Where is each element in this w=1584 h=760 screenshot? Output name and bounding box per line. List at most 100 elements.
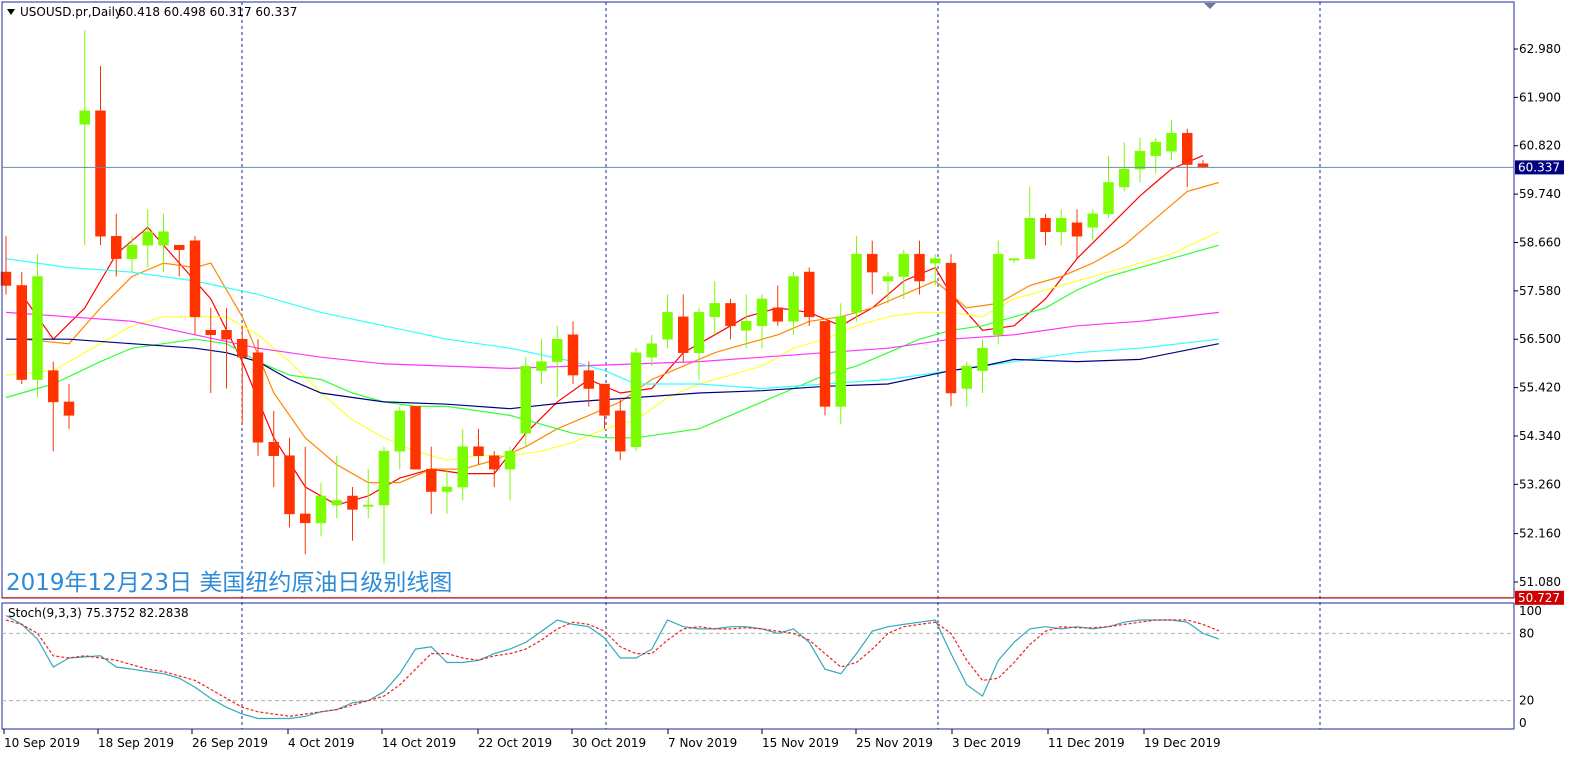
- candle-body: [945, 262, 957, 394]
- candle-body: [268, 442, 279, 456]
- candle: [426, 446, 437, 514]
- candle: [158, 213, 169, 273]
- candle-body: [95, 110, 106, 237]
- indicator-plot-border: [1, 602, 1515, 730]
- candle: [394, 406, 405, 470]
- candle: [1087, 209, 1098, 241]
- stoch-lines: [5, 614, 1220, 720]
- candles: [0, 30, 1209, 564]
- price-axis: 62.980 61.900 60.820 59.740 58.660 57.580 56.5…: [1514, 42, 1561, 589]
- chart-shift-marker[interactable]: [1204, 3, 1216, 9]
- candle: [630, 348, 642, 452]
- candle: [709, 281, 720, 335]
- candle-body: [189, 240, 201, 318]
- candle-body: [378, 450, 390, 506]
- candle-body: [1056, 218, 1067, 232]
- candle-body: [1087, 213, 1098, 228]
- candle: [930, 254, 941, 286]
- candle-body: [1071, 222, 1083, 237]
- price-tick-label: 53.260: [1519, 477, 1561, 491]
- price-tick-label: 59.740: [1519, 187, 1561, 201]
- candle-body: [457, 446, 468, 488]
- candle-body: [977, 347, 988, 371]
- candle: [410, 406, 421, 470]
- candle: [961, 361, 972, 407]
- candle-body: [441, 486, 453, 492]
- candle: [331, 455, 342, 519]
- candle: [914, 240, 925, 295]
- low-price-value: 50.727: [1518, 591, 1560, 605]
- candle-body: [835, 316, 846, 407]
- date-tick-label: 10 Sep 2019: [4, 736, 80, 750]
- candle: [315, 482, 327, 537]
- candle-body: [646, 343, 657, 358]
- candle: [378, 446, 390, 564]
- stoch-level-lines: [2, 632, 1514, 702]
- candle: [457, 428, 468, 501]
- candle-body: [300, 513, 311, 524]
- low-price-tag: [1515, 590, 1564, 605]
- candle: [1134, 137, 1146, 183]
- candle: [993, 240, 1004, 344]
- candle-body: [993, 253, 1004, 336]
- candle-body: [567, 334, 579, 376]
- date-tick-label: 3 Dec 2019: [952, 736, 1021, 750]
- stoch-signal-line: [5, 619, 1220, 717]
- candle: [804, 267, 815, 326]
- candle: [300, 446, 311, 555]
- stoch-label: Stoch(9,3,3) 75.3752 82.2838: [8, 606, 189, 620]
- candle: [32, 254, 43, 398]
- candle-body: [489, 455, 500, 470]
- candle: [882, 272, 894, 304]
- candle: [662, 294, 673, 349]
- price-tick-label: 58.660: [1519, 235, 1561, 249]
- candle-body: [0, 271, 12, 286]
- stoch-axis: 100 80 20 0: [1519, 604, 1542, 730]
- candle-body: [504, 450, 516, 470]
- candle-body: [930, 258, 941, 264]
- stoch-tick-label: 0: [1519, 716, 1527, 730]
- candle-body: [1197, 163, 1209, 168]
- candle-body: [552, 338, 563, 362]
- candle-body: [709, 303, 720, 318]
- candle: [63, 384, 75, 429]
- candle: [489, 451, 500, 488]
- candle-body: [1150, 141, 1161, 156]
- candle: [0, 236, 12, 295]
- date-tick-label: 19 Dec 2019: [1144, 736, 1221, 750]
- candle-body: [1134, 150, 1146, 170]
- price-tick-label: 51.080: [1519, 575, 1561, 589]
- price-tick-label: 61.900: [1519, 90, 1561, 104]
- candle-body: [725, 303, 736, 327]
- candle-body: [1103, 182, 1114, 215]
- date-tick-label: 18 Sep 2019: [98, 736, 174, 750]
- candle: [583, 361, 594, 407]
- candle: [725, 298, 736, 340]
- candle-body: [1040, 218, 1051, 232]
- candle: [536, 339, 547, 385]
- price-tick-label: 62.980: [1519, 42, 1561, 56]
- vertical-grid: [241, 2, 1321, 729]
- candle-body: [788, 276, 799, 322]
- candle-body: [898, 253, 909, 277]
- price-tick-label: 52.160: [1519, 527, 1561, 541]
- date-tick-label: 14 Oct 2019: [382, 736, 456, 750]
- candle-body: [205, 330, 216, 336]
- candle: [347, 487, 358, 541]
- candle: [693, 307, 705, 380]
- candle: [111, 213, 122, 277]
- ohlc-values: 60.418 60.498 60.317 60.337: [118, 5, 297, 19]
- candle-body: [221, 330, 232, 340]
- date-tick-label: 15 Nov 2019: [762, 736, 839, 750]
- candle: [205, 307, 216, 393]
- symbol-menu-icon[interactable]: [7, 9, 15, 15]
- candle: [363, 469, 374, 519]
- candle-body: [347, 495, 358, 510]
- candle: [1024, 186, 1035, 259]
- candle-body: [630, 352, 642, 447]
- candle: [819, 321, 831, 416]
- candle: [678, 294, 689, 362]
- candle: [567, 321, 579, 385]
